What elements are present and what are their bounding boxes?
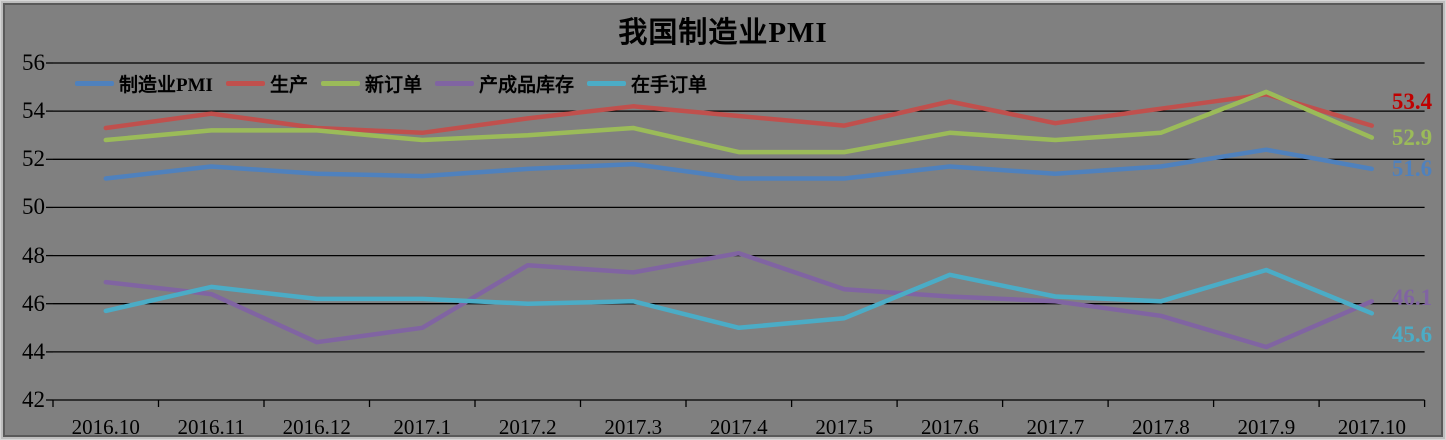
x-axis-label: 2016.11 xyxy=(177,415,245,437)
x-axis-label: 2017.9 xyxy=(1237,415,1296,437)
x-axis-label: 2017.8 xyxy=(1131,415,1190,437)
series-line-backlog-orders xyxy=(103,267,1375,331)
x-axis-label: 2017.1 xyxy=(393,415,452,437)
y-axis-label: 42 xyxy=(22,387,45,412)
legend-swatch-backlog-orders xyxy=(586,80,626,86)
legend-swatch-production xyxy=(225,80,265,86)
end-label-finished-goods-inventory: 46.1 xyxy=(1391,285,1433,311)
x-axis-label: 2016.12 xyxy=(282,415,351,437)
y-axis-label: 56 xyxy=(22,50,45,75)
x-axis-label: 2017.5 xyxy=(815,415,874,437)
end-label-new-orders: 52.9 xyxy=(1391,124,1433,150)
series-line-finished-goods-inventory xyxy=(103,250,1375,350)
legend-swatch-finished-goods-inventory xyxy=(434,80,474,86)
end-label-backlog-orders: 45.6 xyxy=(1391,322,1433,348)
plot-svg xyxy=(46,62,1426,407)
legend-item-new-orders: 新订单 xyxy=(320,70,422,97)
legend: 制造业PMI 生产 新订单 产成品库存 在手订单 xyxy=(75,69,707,97)
legend-item-finished-goods-inventory: 产成品库存 xyxy=(434,70,574,97)
legend-swatch-pmi xyxy=(75,80,114,86)
y-axis-label: 54 xyxy=(22,98,45,124)
legend-item-production: 生产 xyxy=(225,70,308,97)
x-axis-label: 2016.10 xyxy=(71,415,140,437)
legend-swatch-new-orders xyxy=(320,80,360,86)
x-axis-label: 2017.7 xyxy=(1026,415,1085,437)
y-axis-label: 48 xyxy=(22,242,45,268)
x-axis-label: 2017.4 xyxy=(709,415,768,437)
x-axis-label: 2017.10 xyxy=(1337,415,1406,437)
legend-item-label: 生产 xyxy=(269,74,308,96)
legend-item-label: 制造业PMI xyxy=(119,74,213,96)
chart-title: 我国制造业PMI xyxy=(618,17,828,49)
series-line-production xyxy=(103,92,1375,136)
legend-item-label: 在手订单 xyxy=(630,74,707,96)
end-label-production: 53.4 xyxy=(1391,88,1433,114)
legend-item-pmi: 制造业PMI xyxy=(75,70,213,97)
x-axis-label: 2017.3 xyxy=(604,415,663,437)
x-axis-label: 2017.2 xyxy=(498,415,557,437)
legend-item-backlog-orders: 在手订单 xyxy=(586,70,707,97)
x-axis-label: 2017.6 xyxy=(920,415,979,437)
series-line-pmi xyxy=(103,147,1375,181)
y-axis-label: 44 xyxy=(22,338,45,364)
end-label-pmi: 51.6 xyxy=(1391,155,1433,181)
legend-item-label: 产成品库存 xyxy=(478,74,574,96)
y-axis-label: 50 xyxy=(22,194,45,220)
y-axis-label: 46 xyxy=(22,290,45,316)
series-line-new-orders xyxy=(103,89,1375,155)
legend-item-label: 新订单 xyxy=(364,74,422,96)
y-axis-label: 52 xyxy=(22,146,45,172)
chart-area: 我国制造业PMI 制造业PMI 生产 新订单 产成品库存 在手订单 56 54 52 50 48… xyxy=(3,3,1443,437)
